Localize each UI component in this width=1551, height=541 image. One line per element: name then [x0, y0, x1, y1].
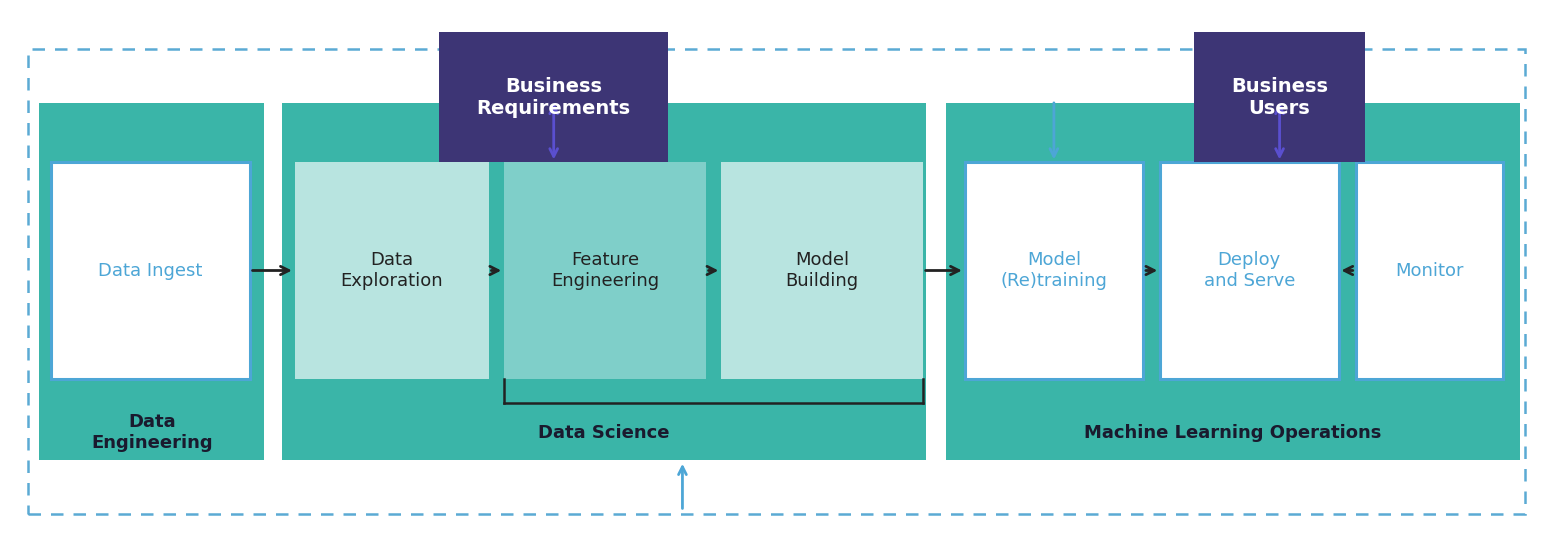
- FancyBboxPatch shape: [295, 162, 489, 379]
- Text: Model
(Re)training: Model (Re)training: [1000, 251, 1107, 290]
- Text: Monitor: Monitor: [1394, 261, 1464, 280]
- Text: Data
Engineering: Data Engineering: [92, 413, 212, 452]
- Text: Deploy
and Serve: Deploy and Serve: [1204, 251, 1295, 290]
- FancyBboxPatch shape: [282, 103, 926, 460]
- Text: Data Ingest: Data Ingest: [98, 261, 203, 280]
- Text: Data Science: Data Science: [538, 424, 668, 442]
- Text: Business
Requirements: Business Requirements: [476, 77, 631, 118]
- Text: Model
Building: Model Building: [785, 251, 859, 290]
- FancyBboxPatch shape: [504, 162, 706, 379]
- FancyBboxPatch shape: [946, 103, 1520, 460]
- Text: Machine Learning Operations: Machine Learning Operations: [1084, 424, 1382, 442]
- FancyBboxPatch shape: [1194, 32, 1365, 162]
- Text: Feature
Engineering: Feature Engineering: [551, 251, 659, 290]
- FancyBboxPatch shape: [1160, 162, 1339, 379]
- FancyBboxPatch shape: [1356, 162, 1503, 379]
- FancyBboxPatch shape: [439, 32, 668, 162]
- FancyBboxPatch shape: [51, 162, 250, 379]
- Text: Data
Exploration: Data Exploration: [340, 251, 444, 290]
- FancyBboxPatch shape: [39, 103, 264, 460]
- FancyBboxPatch shape: [965, 162, 1143, 379]
- Text: Business
Users: Business Users: [1231, 77, 1328, 118]
- FancyBboxPatch shape: [721, 162, 923, 379]
